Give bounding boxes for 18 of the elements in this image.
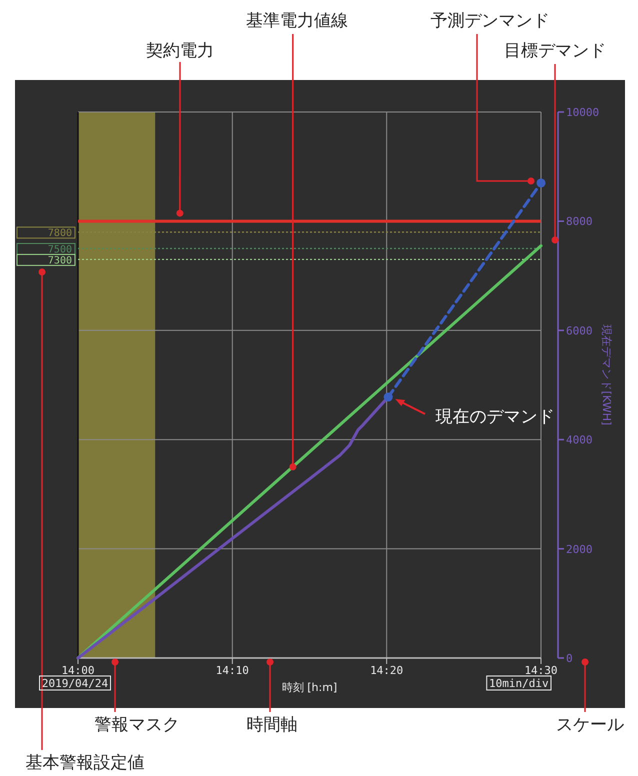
annotation: 現在のデマンド [436,407,554,427]
ref-line-label: 7800 [48,228,72,240]
y-tick-label: 2000 [566,542,592,556]
x-tick-label: 14:30 [524,664,558,677]
y-tick-label: 6000 [566,324,592,338]
x-tick-label: 14:00 [61,664,95,677]
annotation: 契約電力 [146,41,214,61]
x-axis-title: 時刻 [h:m] [282,681,338,694]
y-tick-label: 0 [566,652,573,665]
annotation: 基準電力値線 [246,11,348,31]
ref-line-label: 7500 [48,244,72,256]
x-tick-label: 14:10 [216,664,249,677]
y-tick-label: 10000 [566,106,600,119]
ref-line-label: 7300 [48,255,72,266]
y-tick-label: 8000 [566,215,592,228]
x-tick-label: 14:20 [370,664,404,677]
y-tick-label: 4000 [566,434,592,447]
y-axis-title: 現在デマンド[KWH] [600,324,613,426]
